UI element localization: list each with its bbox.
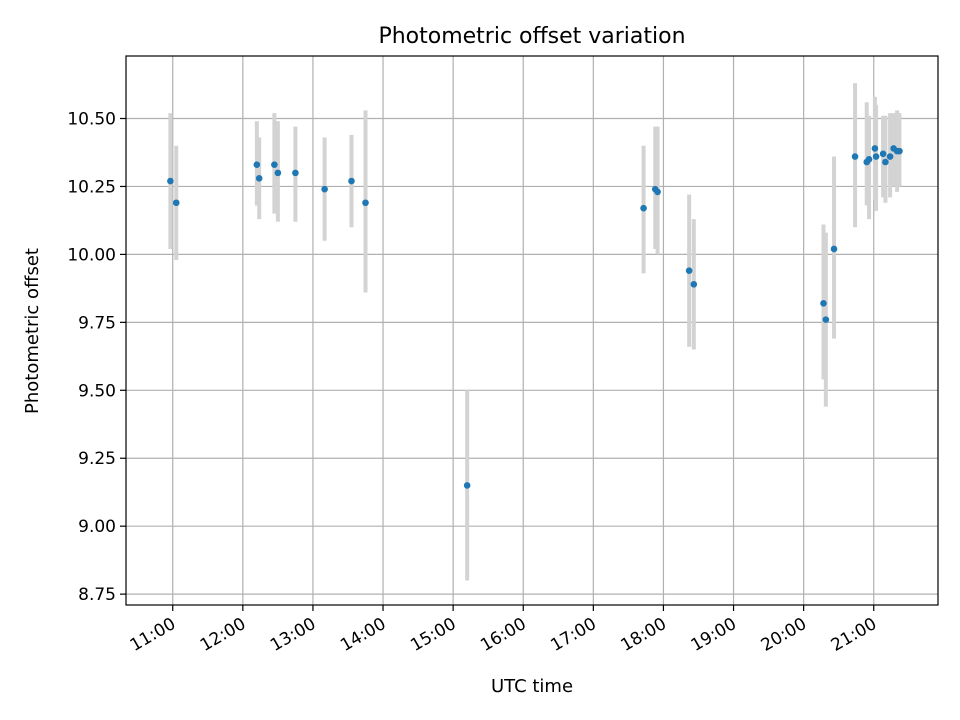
x-tick-label: 11:00 (127, 614, 179, 656)
data-point (172, 199, 180, 207)
plot-frame (125, 55, 939, 606)
data-point (654, 188, 661, 196)
axis-layer: 11:00 12:00 13:00 14:00 15:00 16:00 17:00 18:00… (67, 55, 939, 656)
x-axis-label: UTC time (491, 676, 573, 697)
data-point (882, 158, 889, 166)
x-tick-label: 20:00 (758, 614, 810, 656)
x-tick-label: 16:00 (477, 614, 529, 656)
data-point (871, 145, 879, 152)
grid-layer (126, 56, 938, 605)
data-point (872, 153, 880, 160)
y-tick-label: 10.00 (67, 245, 116, 265)
x-tick-label: 17:00 (547, 614, 599, 656)
x-tick-label: 21:00 (828, 614, 880, 656)
y-tick-label: 9.50 (78, 381, 116, 401)
data-point (896, 147, 903, 155)
data-point (255, 175, 263, 182)
data-point (253, 161, 261, 169)
data-point (865, 155, 873, 163)
data-point (822, 316, 830, 323)
y-tick-label: 10.50 (67, 110, 116, 130)
x-tick-label: 18:00 (618, 614, 670, 656)
data-point (820, 300, 827, 307)
point-layer (167, 145, 903, 489)
errorbar-layer (168, 83, 902, 581)
data-point (321, 185, 328, 193)
data-point (879, 150, 887, 158)
data-point (690, 280, 698, 288)
data-point (640, 204, 647, 212)
y-tick-label: 9.25 (78, 449, 116, 469)
data-point (685, 267, 693, 275)
data-point (271, 161, 278, 169)
x-tick-label: 14:00 (337, 614, 389, 656)
data-point (292, 169, 299, 177)
y-tick-label: 10.25 (67, 177, 116, 197)
data-point (362, 199, 369, 207)
data-point (348, 177, 355, 185)
data-point (274, 169, 282, 177)
y-tick-label: 8.75 (78, 585, 116, 605)
x-tick-label: 15:00 (407, 614, 459, 656)
data-point (463, 482, 471, 489)
data-point (851, 153, 859, 160)
x-tick-label: 13:00 (267, 614, 319, 656)
data-point (886, 153, 894, 160)
data-point (830, 245, 838, 253)
chart-title: Photometric offset variation (378, 24, 685, 49)
data-point (167, 177, 174, 185)
x-tick-label: 12:00 (197, 614, 249, 656)
y-axis-label: Photometric offset (22, 248, 43, 414)
y-tick-label: 9.00 (78, 517, 116, 537)
x-tick-label: 19:00 (688, 614, 740, 656)
y-tick-label: 9.75 (78, 313, 116, 333)
